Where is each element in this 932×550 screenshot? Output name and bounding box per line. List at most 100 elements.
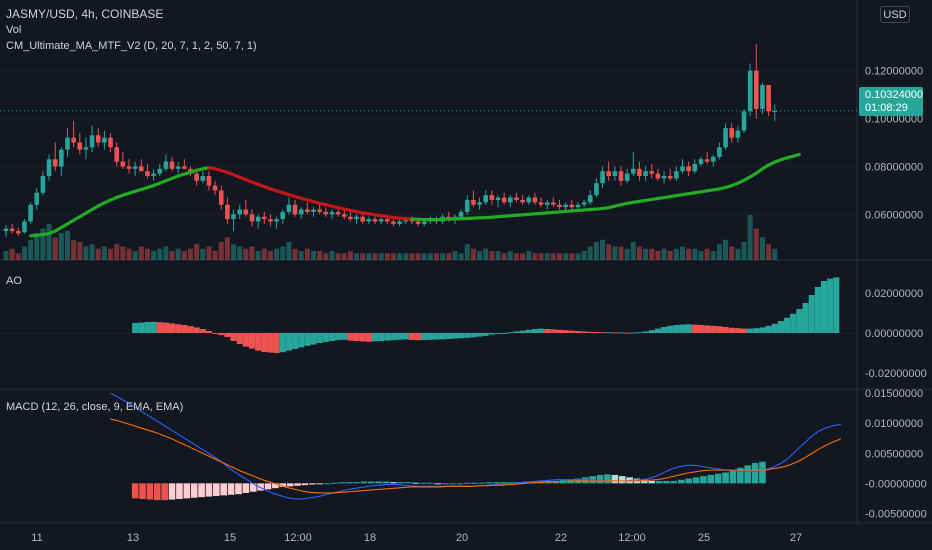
macd-histogram-bar xyxy=(707,474,715,484)
ao-bar xyxy=(347,333,354,341)
ao-bar xyxy=(673,325,680,333)
ao-bar xyxy=(679,324,686,333)
volume-bar xyxy=(274,248,280,260)
volume-bar xyxy=(101,246,107,260)
macd-histogram-bar xyxy=(714,473,722,484)
ao-bar xyxy=(408,333,415,340)
macd-indicator-label[interactable]: MACD (12, 26, close, 9, EMA, EMA) xyxy=(6,401,184,413)
candle-body xyxy=(464,199,470,212)
signal-line xyxy=(110,418,842,494)
candle-body xyxy=(544,202,550,205)
candle-body xyxy=(538,202,544,205)
candle-body xyxy=(366,219,372,222)
ao-bar xyxy=(476,333,483,337)
macd-histogram-bar xyxy=(412,482,419,484)
volume-bar xyxy=(144,248,150,260)
ao-bar xyxy=(470,333,477,338)
candle-body xyxy=(298,209,304,215)
candle-body xyxy=(286,204,292,212)
candle-body xyxy=(698,159,704,165)
candle-body xyxy=(624,173,630,181)
macd-tick-label: -0.00000000 xyxy=(865,478,927,490)
last-price-value: 0.10324000 xyxy=(865,89,924,101)
volume-bar xyxy=(729,246,735,260)
ao-bar xyxy=(353,333,360,341)
ao-bar xyxy=(697,325,705,333)
currency-button[interactable]: USD xyxy=(880,6,910,23)
macd-histogram-bar xyxy=(677,479,685,484)
volume-bar xyxy=(157,248,163,260)
volume-bar xyxy=(544,253,550,260)
candle-body xyxy=(200,176,206,181)
candle-body xyxy=(274,219,279,222)
ao-bar xyxy=(710,325,717,333)
candle-body xyxy=(194,173,199,181)
volume-bar xyxy=(464,244,470,260)
candle-body xyxy=(618,171,624,181)
ao-bar xyxy=(322,333,329,342)
candle-body xyxy=(34,192,40,205)
macd-histogram-bar xyxy=(685,478,692,484)
ao-bar xyxy=(833,277,840,333)
candle-body xyxy=(126,166,132,169)
ao-bar xyxy=(507,332,514,334)
ao-bar xyxy=(630,332,637,334)
macd-histogram-bar xyxy=(397,482,405,484)
volume-bar xyxy=(71,239,77,260)
macd-histogram-bar xyxy=(131,483,139,499)
ao-bar xyxy=(193,327,200,333)
candle-body xyxy=(557,204,562,208)
ao-bar xyxy=(390,333,397,341)
volume-bar xyxy=(231,244,237,260)
ao-bar xyxy=(531,329,538,333)
price-tick-label: 0.08000000 xyxy=(865,161,923,173)
volume-bar xyxy=(483,248,489,260)
ao-bar xyxy=(519,330,526,333)
time-tick-label: 15 xyxy=(224,532,236,544)
candle-body xyxy=(268,219,273,222)
candle-body xyxy=(581,202,587,205)
macd-histogram-bar xyxy=(139,483,146,499)
time-tick-label: 27 xyxy=(790,532,802,544)
time-tick-label: 13 xyxy=(127,532,139,544)
ao-indicator-label[interactable]: AO xyxy=(6,275,22,287)
ao-bar xyxy=(199,329,206,333)
ao-bar xyxy=(624,332,631,334)
ao-bar xyxy=(808,295,815,333)
candle-body xyxy=(710,156,716,162)
volume-bar xyxy=(735,248,741,260)
candle-body xyxy=(421,221,427,224)
ao-bar xyxy=(802,303,809,333)
candle-body xyxy=(514,197,519,200)
volume-bar xyxy=(261,248,267,260)
candle-body xyxy=(458,211,464,217)
candle-body xyxy=(65,137,70,150)
ao-histogram xyxy=(132,277,840,353)
candle-body xyxy=(40,176,46,193)
candle-body xyxy=(114,147,119,162)
volume-bar xyxy=(267,251,273,260)
volume-bar xyxy=(15,253,21,260)
ao-bar xyxy=(685,324,692,333)
ao-bar xyxy=(765,325,772,333)
volume-bar xyxy=(21,246,27,260)
macd-histogram-bar xyxy=(493,482,501,484)
volume-indicator-label[interactable]: Vol xyxy=(6,24,22,36)
volume-bar xyxy=(753,228,759,260)
candle-body xyxy=(483,195,488,203)
ma-indicator-label[interactable]: CM_Ultimate_MA_MTF_V2 (D, 20, 7, 1, 2, 5… xyxy=(6,40,257,52)
macd-histogram-bar xyxy=(375,481,382,484)
ao-bar xyxy=(402,333,409,340)
volume-bar xyxy=(354,253,360,260)
volume-bar xyxy=(618,246,624,260)
macd-histogram-bar xyxy=(382,481,390,484)
ao-bar xyxy=(734,328,741,333)
volume-bar xyxy=(581,251,587,260)
ao-bar xyxy=(261,333,268,352)
ao-bar xyxy=(568,330,575,333)
ao-bar xyxy=(372,333,379,342)
volume-bar xyxy=(212,251,218,260)
ao-bar xyxy=(482,333,489,336)
volume-bar xyxy=(329,251,335,260)
